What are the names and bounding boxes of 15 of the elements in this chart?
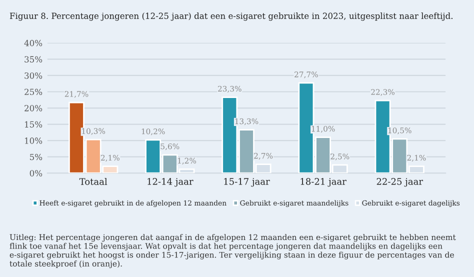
x-tick-label: 22-25 jaar <box>376 178 424 187</box>
x-tick-label: 18-21 jaar <box>300 178 346 187</box>
y-tick-label: 25% <box>24 88 42 96</box>
x-tick-label: Totaal <box>79 178 108 185</box>
y-tick-label: 10% <box>25 138 42 144</box>
chart-title: Figuur 8. Percentage jongeren (12-25 jaar) dat een e-sigaret gebruikte in 2023, uitgesplitst naar leeftijd. <box>10 12 452 21</box>
y-tick-label: 0% <box>30 170 42 176</box>
x-tick-label: 12-14 jaar <box>148 178 194 187</box>
y-tick-label: 20% <box>24 105 42 112</box>
y-tick-label: 5% <box>30 154 42 160</box>
y-tick-label: 30% <box>24 72 42 79</box>
y-tick-label: 15% <box>25 121 42 128</box>
y-tick-label: 35% <box>24 56 42 62</box>
y-tick-label: 40% <box>24 40 42 46</box>
x-tick-label: 15-17 jaar <box>224 178 270 187</box>
